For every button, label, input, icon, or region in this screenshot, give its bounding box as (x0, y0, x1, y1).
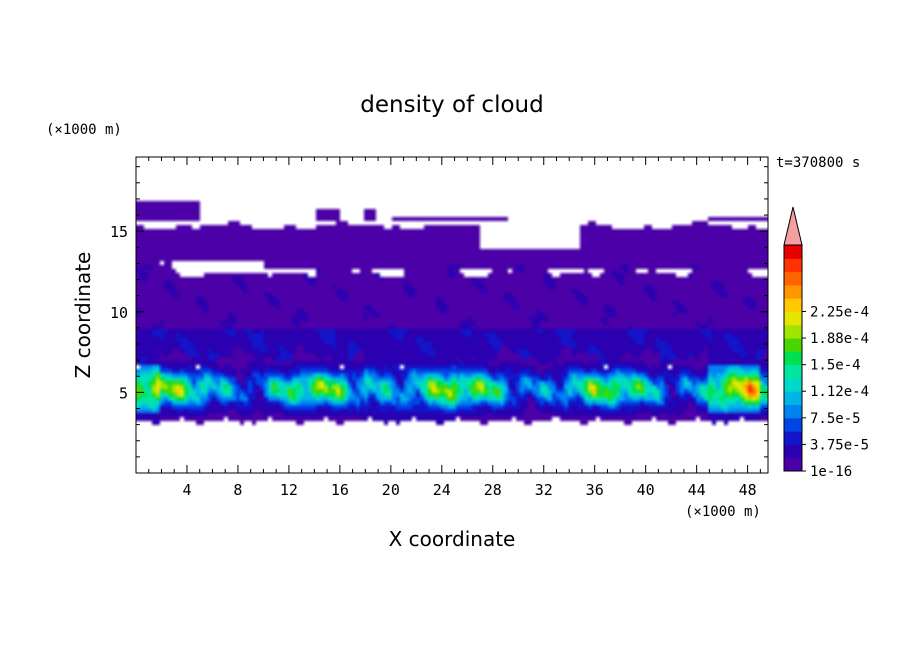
x-unit-label: (×1000 m) (685, 504, 761, 520)
x-tick-label: 40 (637, 481, 655, 499)
colorbar-label: 3.75e-5 (810, 437, 869, 453)
colorbar-band (784, 364, 802, 379)
colorbar-band (784, 324, 802, 339)
x-tick-label: 44 (688, 481, 706, 499)
colorbar-band (784, 258, 802, 273)
colorbar-band (784, 457, 802, 472)
colorbar-label: 1.12e-4 (810, 384, 869, 400)
colorbar-label: 2.25e-4 (810, 304, 869, 320)
y-axis-label: Z coordinate (71, 252, 95, 379)
y-tick-label: 10 (110, 304, 128, 322)
colorbar-band (784, 311, 802, 326)
colorbar-band (784, 245, 802, 259)
colorbar-band (784, 298, 802, 312)
x-tick-label: 48 (739, 481, 757, 499)
colorbar-band (784, 444, 802, 459)
x-axis-label: X coordinate (389, 527, 516, 551)
colorbar-label: 1.5e-4 (810, 358, 861, 374)
density-contour-fill (136, 157, 768, 473)
colorbar-label: 7.5e-5 (810, 411, 861, 427)
chart-title: density of cloud (360, 92, 543, 118)
x-tick-label: 32 (535, 481, 553, 499)
x-tick-label: 24 (433, 481, 451, 499)
cloud-density-field (136, 157, 768, 473)
colorbar-band (784, 417, 802, 432)
time-label: t=370800 s (776, 155, 860, 171)
colorbar-band (784, 351, 802, 366)
colorbar-label: 1e-16 (810, 464, 852, 480)
y-axis: 5 10 15 (110, 166, 768, 458)
x-tick-label: 12 (280, 481, 298, 499)
colorbar-frame (783, 244, 803, 472)
colorbar-band (784, 271, 802, 286)
colorbar-band (784, 431, 802, 445)
x-tick-label: 20 (382, 481, 400, 499)
x-tick-label: 36 (586, 481, 604, 499)
colorbar-band (784, 391, 802, 406)
y-tick-label: 15 (110, 223, 128, 241)
colorbar-band (784, 377, 802, 392)
y-tick-label: 5 (119, 384, 128, 402)
colorbar: 1e-16 3.75e-5 7.5e-5 1.12e-4 1.5e-4 1.88e-4 2.… (783, 206, 869, 480)
x-tick-label: 16 (331, 481, 349, 499)
colorbar-band (784, 404, 802, 419)
colorbar-extend-arrow (783, 206, 803, 246)
colorbar-band (784, 338, 802, 352)
colorbar-label: 1.88e-4 (810, 331, 869, 347)
x-tick-label: 4 (182, 481, 191, 499)
colorbar-band (784, 284, 802, 299)
y-unit-label: (×1000 m) (46, 122, 122, 138)
x-tick-label: 28 (484, 481, 502, 499)
x-axis: 4 8 12 16 20 24 28 32 36 40 44 48 (148, 157, 761, 499)
x-tick-label: 8 (233, 481, 242, 499)
plot-frame (135, 156, 769, 474)
